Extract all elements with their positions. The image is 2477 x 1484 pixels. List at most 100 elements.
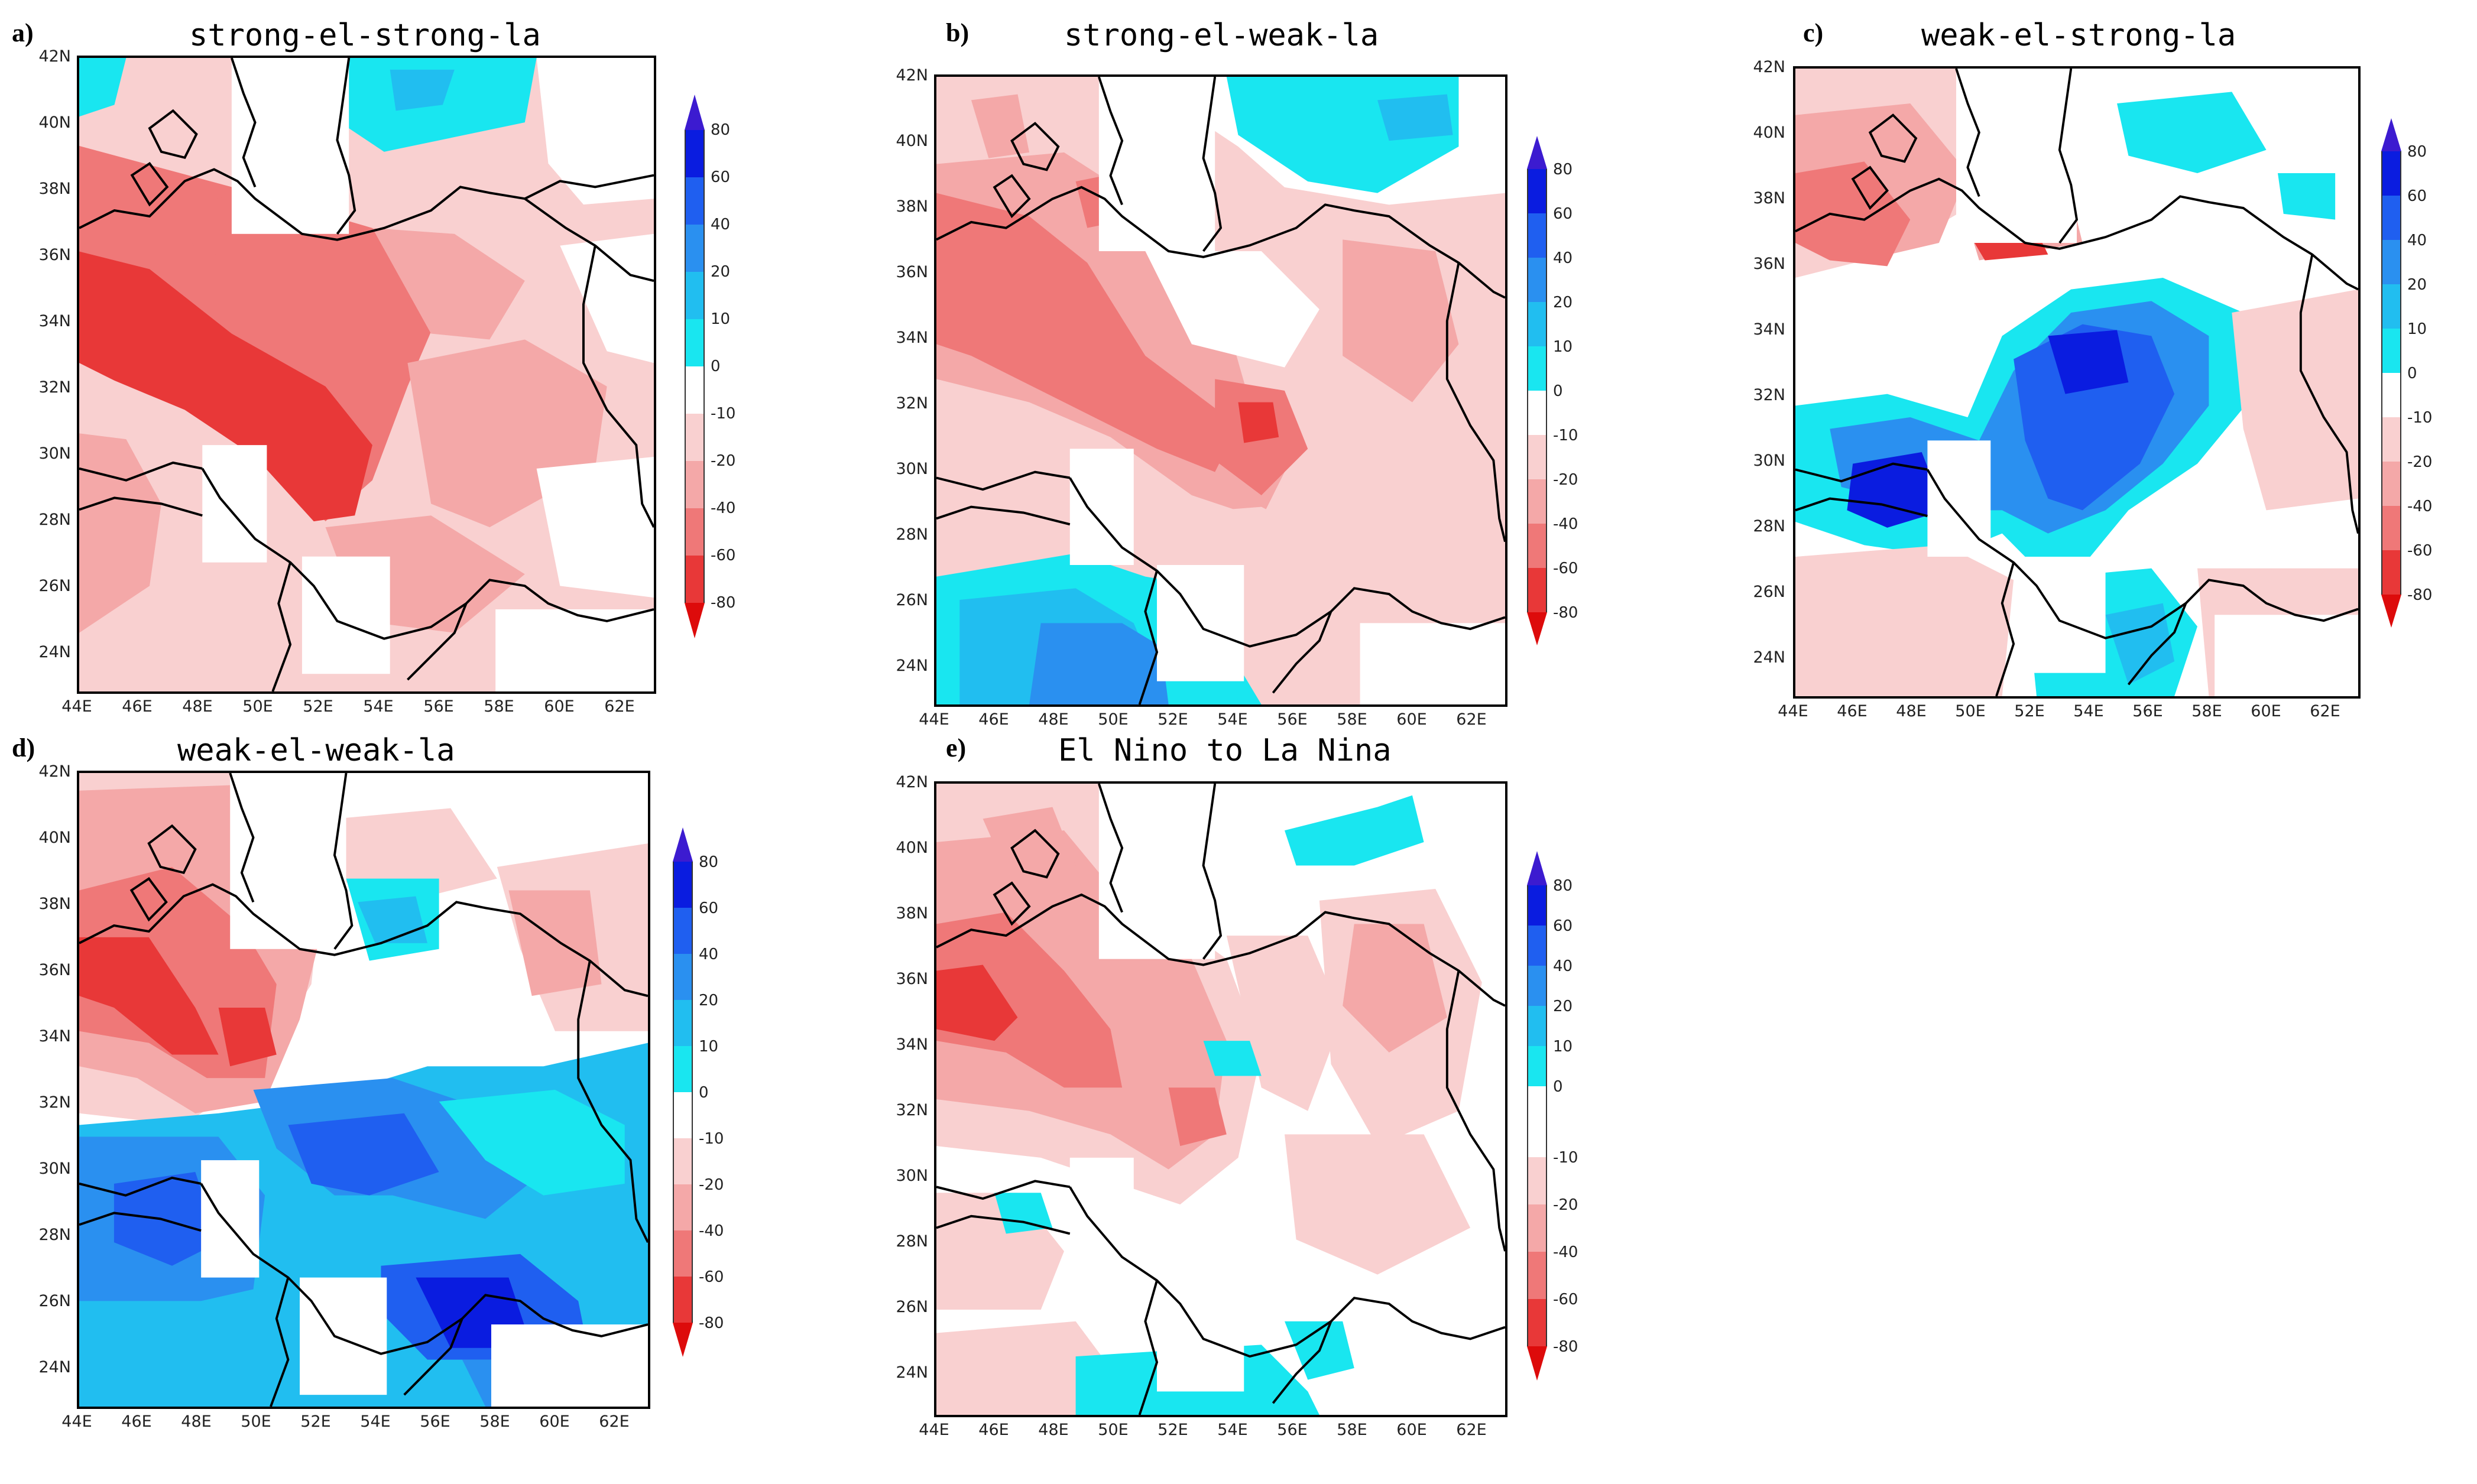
- map-frame: [1793, 66, 2361, 699]
- map-plot: [1795, 69, 2358, 696]
- colorbar-bottom-arrow: [685, 603, 705, 638]
- lat-label: 42N: [38, 762, 71, 781]
- lat-label: 28N: [896, 1232, 928, 1251]
- colorbar-segment: [685, 177, 705, 225]
- lon-label: 48E: [181, 1412, 212, 1431]
- colorbar-label: -60: [1553, 560, 1578, 577]
- lon-label: 54E: [2073, 702, 2104, 720]
- lon-label: 58E: [479, 1412, 510, 1431]
- lon-label: 48E: [1038, 710, 1069, 729]
- colorbar-segment: [1527, 1086, 1547, 1157]
- lat-label: 32N: [896, 394, 928, 413]
- panel-tag: b): [946, 18, 970, 47]
- colorbar-label: -60: [699, 1268, 724, 1286]
- panel-c: c) weak-el-strong-la: [1714, 18, 2477, 727]
- colorbar-segment: [1527, 391, 1547, 435]
- lat-label: 32N: [38, 1093, 71, 1112]
- lon-label: 52E: [1158, 1421, 1188, 1439]
- colorbar-label: 10: [2407, 320, 2427, 338]
- colorbar-label: -60: [711, 547, 736, 564]
- colorbar-label: -10: [711, 405, 736, 423]
- lon-label: 50E: [241, 1412, 271, 1431]
- colorbar-segment: [1527, 1299, 1547, 1346]
- colorbar-segment: [1527, 435, 1547, 479]
- colorbar-segment: [1527, 966, 1547, 1006]
- colorbar-top-arrow: [1527, 851, 1547, 885]
- colorbar-segment: [1527, 302, 1547, 346]
- colorbar-segment: [673, 1092, 693, 1138]
- colorbar-segment: [1527, 568, 1547, 612]
- lon-label: 50E: [242, 697, 273, 716]
- panel-d: d) weak-el-weak-la: [12, 733, 792, 1442]
- colorbar-top-arrow: [673, 827, 693, 862]
- colorbar-segment: [1527, 258, 1547, 302]
- colorbar-label: 40: [1553, 957, 1573, 975]
- lon-label: 46E: [122, 697, 153, 716]
- colorbar-label: -60: [2407, 542, 2433, 560]
- colorbar-label: -40: [1553, 1243, 1578, 1261]
- lon-label: 60E: [1396, 710, 1427, 729]
- panel-tag: e): [946, 733, 967, 762]
- colorbar-segment: [673, 1277, 693, 1323]
- lat-label: 24N: [38, 1358, 71, 1376]
- lat-label: 40N: [1753, 124, 1785, 142]
- colorbar-label: -10: [2407, 409, 2433, 427]
- panel-b: b) strong-el-weak-la: [857, 18, 1638, 729]
- lon-label: 56E: [423, 697, 454, 716]
- colorbar-label: -80: [2407, 586, 2433, 604]
- lat-label: 36N: [38, 961, 71, 979]
- colorbar-bottom-arrow: [2381, 595, 2401, 628]
- colorbar-label: -10: [699, 1130, 724, 1148]
- colorbar-label: 20: [1553, 998, 1573, 1015]
- colorbar-bottom-arrow: [673, 1323, 693, 1357]
- panel-a: a) strong-el-strong-la: [12, 18, 792, 727]
- lon-label: 62E: [599, 1412, 630, 1431]
- lon-label: 52E: [2014, 702, 2045, 720]
- lat-label: 28N: [1753, 517, 1785, 535]
- panel-title: strong-el-weak-la: [1064, 18, 1379, 53]
- lon-label: 52E: [1158, 710, 1188, 729]
- colorbar: 80 60 40 20 10 0 -10 -20 -40 -60 -80: [1516, 136, 1611, 645]
- colorbar-segment: [2381, 550, 2401, 595]
- lat-label: 32N: [1753, 386, 1785, 404]
- lon-label: 48E: [182, 697, 213, 716]
- lat-label: 26N: [38, 1292, 71, 1310]
- colorbar-label: -20: [1553, 471, 1578, 489]
- lon-label: 48E: [1038, 1421, 1069, 1439]
- lon-label: 44E: [1778, 702, 1808, 720]
- colorbar-segment: [685, 508, 705, 556]
- colorbar-label: -10: [1553, 427, 1578, 444]
- colorbar-label: 80: [2407, 143, 2427, 161]
- colorbar-label: 80: [711, 121, 731, 139]
- lon-label: 52E: [300, 1412, 331, 1431]
- lon-label: 46E: [978, 710, 1009, 729]
- lon-label: 54E: [1217, 710, 1248, 729]
- colorbar-label: 10: [711, 310, 731, 328]
- lon-label: 60E: [544, 697, 575, 716]
- colorbar-segment: [1527, 1157, 1547, 1204]
- lat-label: 30N: [38, 1160, 71, 1178]
- colorbar-label: -20: [2407, 453, 2433, 471]
- panel-e: e) El Nino to La Nina: [857, 733, 1638, 1442]
- lon-label: 62E: [604, 697, 635, 716]
- colorbar-label: -40: [2407, 498, 2433, 515]
- colorbar-segment: [685, 272, 705, 319]
- lat-label: 26N: [896, 591, 928, 609]
- colorbar-segment: [2381, 151, 2401, 196]
- colorbar-label: 40: [699, 946, 719, 963]
- colorbar-label: -80: [1553, 1338, 1578, 1356]
- map-frame: [77, 56, 656, 694]
- panel-title: strong-el-strong-la: [189, 18, 541, 53]
- colorbar-label: 60: [2407, 187, 2427, 205]
- lat-label: 26N: [38, 577, 71, 595]
- colorbar-label: 60: [1553, 205, 1573, 223]
- lat-label: 42N: [896, 66, 928, 85]
- lat-label: 36N: [896, 970, 928, 988]
- colorbar-segment: [1527, 1006, 1547, 1046]
- colorbar-segment: [2381, 506, 2401, 550]
- lat-label: 34N: [38, 1027, 71, 1045]
- colorbar-segment: [1527, 169, 1547, 213]
- colorbar-label: -40: [711, 499, 736, 517]
- map-plot: [936, 77, 1505, 704]
- lon-label: 50E: [1098, 1421, 1129, 1439]
